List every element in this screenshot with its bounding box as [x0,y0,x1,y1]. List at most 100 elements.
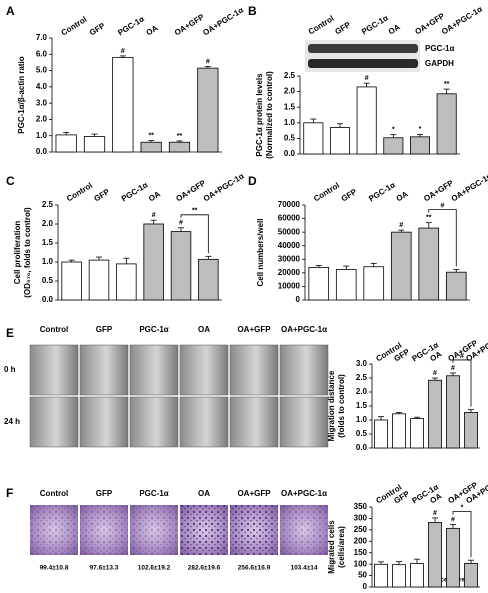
y-tick-label: 0.5 [356,429,368,438]
bar [446,527,460,588]
image-column-label: OA [198,325,210,334]
blot-label: GAPDH [425,59,454,68]
y-tick-label: 350 [354,502,368,511]
bar [88,259,110,301]
y-tick-label: 200 [354,536,368,545]
bar [116,263,137,301]
panel-letter: E [6,326,14,340]
x-tick-label: PGC-1α [116,14,146,37]
panel-letter: A [6,4,15,18]
y-tick-label: 100 [354,559,368,568]
x-tick-label: Control [60,15,89,38]
micrograph [179,396,229,448]
bar [383,137,404,155]
bar [409,136,430,155]
x-tick-label: OA [395,189,410,203]
y-axis-label: (OD₅₇₀, folds to control) [23,207,32,298]
significance: # [433,510,437,517]
y-tick-label: 0.0 [42,295,54,304]
bar [363,266,385,301]
panel-letter: B [248,4,257,18]
bar [329,127,350,155]
bar [428,379,442,449]
y-tick-label: 0.5 [42,276,54,285]
bar [140,141,162,153]
blot-band [308,44,418,53]
y-tick-label: 1.0 [356,415,368,424]
image-column-label: OA+GFP [237,489,271,498]
significance: * [419,126,422,133]
bar [61,261,82,301]
image-row-label: 0 h [4,365,16,374]
micrograph [279,396,329,448]
bar [464,562,478,588]
x-tick-label: OA+GFP [173,12,206,38]
y-tick-label: 3.0 [356,359,368,368]
y-tick-label: 10000 [278,282,301,291]
significance: # [179,220,183,227]
y-tick-label: 0 [296,295,301,304]
micrograph-cells [30,505,78,555]
y-tick-label: 2.0 [42,219,54,228]
micrograph [279,344,329,396]
bar [464,412,478,449]
cell-count: 282.6±19.6 [188,565,221,572]
cell-count: 102.6±19.2 [138,565,171,572]
y-tick-label: 1.5 [42,238,54,247]
bracket-label: # [441,202,445,209]
image-column-label: PGC-1α [139,489,168,498]
significance: # [152,212,156,219]
significance: * [392,126,395,133]
significance: ** [177,133,183,140]
bracket-label: ** [192,208,198,215]
y-axis-label: PGC-1α protein levels [255,73,264,157]
x-tick-label: GFP [333,20,352,37]
y-axis-label: (folds to control) [337,374,346,438]
y-tick-label: 2.0 [36,115,48,124]
image-column-label: OA [198,489,210,498]
x-tick-label: PGC-1α [367,180,397,203]
bar [303,122,324,155]
y-tick-label: 6.0 [36,49,48,58]
y-tick-label: 2.0 [356,387,368,396]
significance: # [451,516,455,523]
bar [83,136,106,153]
panel-letter: C [6,174,15,188]
image-column-label: OA+GFP [237,325,271,334]
significance: # [451,365,455,372]
bar [446,375,460,449]
image-row-label: 24 h [4,417,20,426]
y-tick-label: 50000 [278,227,301,236]
bar [374,419,388,449]
bar [374,563,388,588]
y-tick-label: 7.0 [36,33,48,42]
significance: # [365,75,369,82]
bar [112,57,134,153]
micrograph-cells [80,505,128,555]
y-tick-label: 0.0 [356,443,368,452]
x-tick-label: OA [147,189,162,203]
micrograph [129,344,179,396]
micrograph-cells [180,505,228,555]
x-tick-label: OA+PGC-1α [450,171,488,203]
significance: # [121,48,125,55]
significance: # [433,370,437,377]
bar [392,564,406,588]
y-tick-label: 1.0 [42,257,54,266]
micrograph [179,344,229,396]
y-tick-label: 20000 [278,268,301,277]
y-tick-label: 2.5 [356,373,368,382]
y-axis-label: Cell proliferation [13,221,22,285]
y-axis-label: Migrated cells [327,520,336,574]
significance: ** [444,81,450,88]
bracket-label: * [461,504,464,511]
bar [198,258,219,301]
micrograph [79,396,129,448]
bar [143,223,164,301]
significance: ** [426,214,432,221]
y-tick-label: 1.5 [284,102,296,111]
bar [418,227,440,301]
x-tick-label: Control [65,181,94,204]
bar [390,231,412,301]
